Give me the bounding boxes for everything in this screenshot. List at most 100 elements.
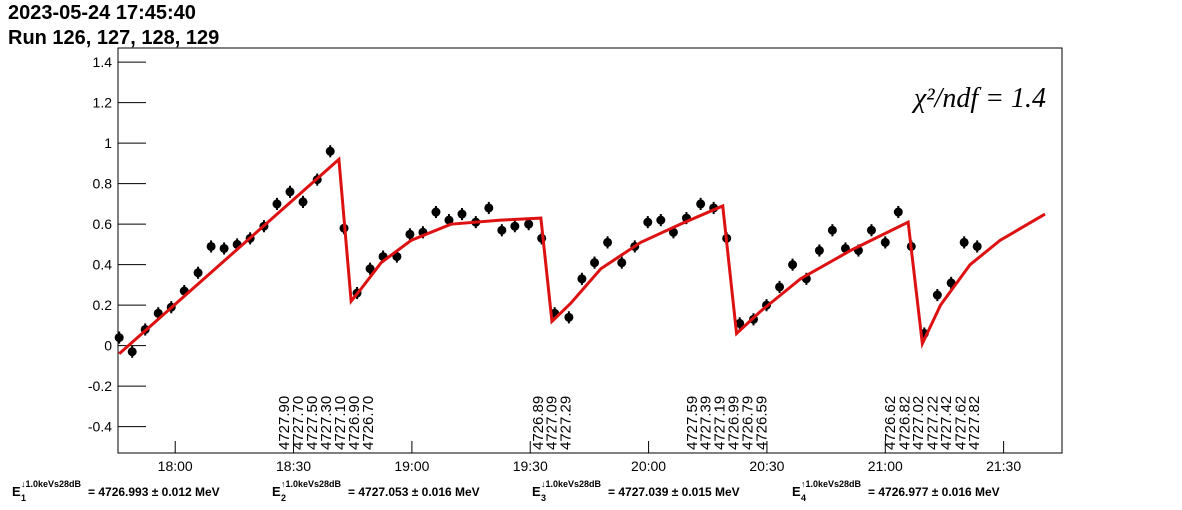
point	[866, 225, 876, 235]
x-tick-label: 18:30	[276, 458, 311, 474]
point	[788, 260, 798, 270]
result: E 1 ↓1.0keVs28dB = 4726.993 ± 0.012 MeV	[12, 479, 220, 503]
result: E 3 ↓1.0keVs28dB = 4727.039 ± 0.015 MeV	[532, 479, 740, 503]
superscript: ↓1.0keVs28dB	[21, 479, 82, 489]
subscript: 2	[281, 493, 286, 503]
point	[219, 243, 229, 253]
energy-label: 4727.50	[304, 396, 321, 450]
subscript: 1	[21, 493, 26, 503]
chi2: χ²/ndf = 1.4	[911, 83, 1046, 114]
point	[696, 199, 706, 209]
point	[643, 217, 653, 227]
point	[484, 203, 494, 213]
x-tick-label: 19:30	[513, 458, 548, 474]
energy-label: 4726.90	[346, 396, 363, 450]
energy-label: 4727.09	[544, 396, 561, 450]
point	[735, 318, 745, 328]
energy-label: 4726.89	[530, 396, 547, 450]
x-tick-label: 18:00	[158, 458, 193, 474]
superscript: ↑1.0keVs28dB	[281, 479, 342, 489]
symbol: E	[12, 484, 21, 499]
y-tick-label: 1.4	[93, 54, 113, 70]
result: E 2 ↑1.0keVs28dB = 4727.053 ± 0.016 MeV	[272, 479, 480, 503]
point	[577, 274, 587, 284]
result-text: = 4726.977 ± 0.016 MeV	[868, 485, 1000, 499]
energy-label: 4726.82	[896, 396, 913, 450]
point	[814, 246, 824, 255]
y-tick-label: 0.2	[93, 297, 113, 313]
y-tick-label: 0.8	[93, 176, 113, 192]
point	[114, 333, 124, 343]
point	[298, 197, 308, 207]
energy-label: 4727.22	[924, 396, 941, 450]
point	[524, 219, 534, 229]
point	[431, 207, 441, 217]
x-tick-label: 19:00	[394, 458, 429, 474]
point	[444, 215, 454, 225]
point	[193, 268, 203, 278]
point	[603, 237, 613, 247]
point	[497, 225, 507, 235]
date: 2023-05-24 17:45:40	[8, 2, 196, 24]
point	[972, 241, 982, 251]
point	[932, 290, 942, 300]
energy-label: 4726.70	[360, 396, 377, 450]
x-tick-label: 20:30	[749, 458, 784, 474]
point	[510, 221, 520, 231]
point	[959, 237, 969, 247]
point	[656, 215, 666, 225]
y-tick-label: 0.6	[93, 216, 113, 232]
y-tick-label: 1	[104, 135, 112, 151]
energy-label: 4727.39	[698, 396, 715, 450]
energy-label: 4727.59	[684, 396, 701, 450]
point	[365, 264, 375, 274]
y-tick-label: -0.4	[88, 419, 112, 435]
point	[127, 347, 137, 357]
energy-label: 4726.79	[739, 396, 756, 450]
symbol: E	[272, 484, 281, 499]
point	[775, 282, 785, 292]
result-text: = 4727.053 ± 0.016 MeV	[348, 485, 480, 499]
point	[272, 199, 282, 209]
energy-label: 4727.82	[966, 396, 983, 450]
energy-label: 4726.59	[754, 396, 771, 450]
result-text: = 4727.039 ± 0.015 MeV	[608, 485, 740, 499]
point	[457, 209, 467, 219]
energy-label: 4727.29	[558, 396, 575, 450]
point	[285, 187, 295, 197]
point	[590, 258, 600, 268]
energy-label: 4727.19	[711, 396, 728, 450]
point	[893, 207, 903, 217]
frame	[117, 47, 1063, 454]
superscript: ↓1.0keVs28dB	[541, 479, 602, 489]
energy-label: 4726.62	[882, 396, 899, 450]
subscript: 4	[801, 493, 806, 503]
energy-label: 4727.62	[952, 396, 969, 450]
result-text: = 4726.993 ± 0.012 MeV	[88, 485, 220, 499]
y-tick-label: 0.4	[93, 257, 113, 273]
x-tick-label: 21:00	[868, 458, 903, 474]
point	[827, 225, 837, 235]
energy-label: 4727.42	[938, 396, 955, 450]
y-tick-label: -0.2	[88, 378, 112, 394]
point	[617, 258, 627, 268]
superscript: ↑1.0keVs28dB	[801, 479, 862, 489]
point	[405, 229, 415, 239]
x-tick-label: 20:00	[631, 458, 666, 474]
energy-label: 4726.99	[726, 396, 743, 450]
point	[564, 312, 574, 322]
x-tick-label: 21:30	[986, 458, 1021, 474]
point	[206, 241, 216, 251]
symbol: E	[532, 484, 541, 499]
result: E 4 ↑1.0keVs28dB = 4726.977 ± 0.016 MeV	[792, 479, 1000, 503]
energy-label: 4727.90	[276, 396, 293, 450]
energy-label: 4727.30	[318, 396, 335, 450]
point	[880, 237, 890, 247]
fit-line	[118, 156, 1046, 355]
runs: Run 126, 127, 128, 129	[8, 27, 219, 49]
energy-label: 4727.10	[332, 396, 349, 450]
energy-label: 4727.02	[910, 396, 927, 450]
point	[325, 146, 335, 156]
subscript: 3	[541, 493, 546, 503]
